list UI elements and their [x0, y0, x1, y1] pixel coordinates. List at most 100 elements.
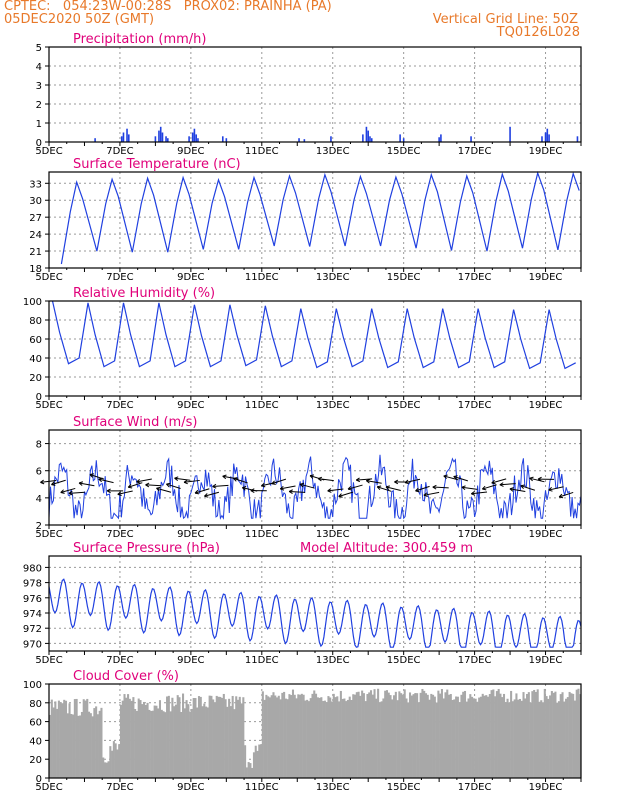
- precip-bar: [120, 136, 123, 142]
- cloud-bar: [391, 699, 394, 778]
- cloud-bar: [526, 693, 529, 778]
- xtick-label: 11DEC: [245, 400, 279, 411]
- ytick-label: 4: [36, 62, 42, 73]
- cloud-bar: [408, 692, 412, 778]
- cloud-bar: [339, 690, 342, 778]
- cloud-bar: [144, 704, 147, 778]
- wind-arrow: [174, 477, 191, 481]
- cloud-bar: [547, 698, 550, 778]
- cloud-bar: [100, 707, 103, 778]
- cloud-bar: [313, 690, 316, 778]
- cloud-bar: [488, 694, 491, 778]
- cloud-bar: [355, 692, 358, 778]
- cloud-bar: [279, 699, 282, 778]
- cloud-bar: [479, 696, 482, 778]
- wind-arrowhead: [327, 488, 332, 493]
- cloud-bar: [332, 693, 335, 778]
- cloud-bar: [267, 696, 270, 778]
- cloud-bar: [511, 701, 514, 778]
- cloud-bar: [199, 696, 202, 778]
- wind-arrowhead: [106, 488, 111, 494]
- xtick-label: 7DEC: [106, 272, 133, 283]
- cloud-bar: [364, 701, 367, 778]
- cloud-bar: [382, 698, 385, 778]
- wind-arrow: [529, 477, 545, 483]
- wind-arrow: [482, 484, 497, 490]
- cloud-bar: [393, 695, 396, 778]
- cloud-bar: [61, 703, 64, 778]
- cloud-bar: [389, 695, 392, 778]
- cloud-bar: [316, 697, 319, 778]
- cloud-bar: [132, 697, 135, 778]
- cloud-bar: [403, 689, 406, 778]
- cloud-bar: [222, 693, 225, 778]
- ytick-label: 24: [29, 230, 42, 241]
- cloud-bar: [268, 697, 271, 778]
- ytick-label: 978: [23, 579, 42, 590]
- ytick-label: 2: [36, 521, 42, 532]
- wind-arrowhead: [394, 479, 399, 485]
- cloud-bar: [238, 696, 241, 778]
- wind-arrowhead: [78, 481, 84, 486]
- cloud-bar: [251, 767, 254, 778]
- wind-arrowhead: [509, 487, 514, 492]
- wind-arrowhead: [548, 487, 553, 492]
- cloud-bar: [299, 694, 302, 778]
- xtick-label: 17DEC: [458, 272, 492, 283]
- wind-arrowhead: [558, 493, 564, 499]
- wind-arrow: [491, 478, 507, 484]
- xtick-label: 19DEC: [529, 655, 563, 666]
- cloud-bar: [182, 693, 185, 778]
- cloud-bar: [270, 695, 273, 778]
- xtick-label: 17DEC: [458, 782, 492, 793]
- cloud-bar: [541, 702, 545, 778]
- wind-arrow: [145, 484, 162, 487]
- wind-arrow: [212, 484, 229, 487]
- cloud-bar: [70, 713, 73, 778]
- cloud-bar: [439, 693, 442, 778]
- panel-annotation: Model Altitude: 300.459 m: [300, 541, 473, 556]
- xtick-label: 9DEC: [177, 272, 204, 283]
- precip-bar: [546, 128, 549, 142]
- precip-bar: [167, 138, 169, 142]
- cloud-bar: [307, 701, 310, 778]
- cloud-bar: [125, 697, 128, 778]
- cloud-bar: [91, 716, 94, 778]
- precip-bar: [438, 137, 440, 142]
- cloud-bar: [345, 701, 348, 778]
- xtick-label: 9DEC: [177, 529, 204, 540]
- wind-arrowhead: [166, 482, 171, 488]
- cloud-bar: [318, 697, 321, 778]
- xtick-label: 15DEC: [387, 655, 421, 666]
- cloud-bar: [139, 700, 142, 778]
- cloud-bar: [554, 691, 557, 778]
- cloud-bar: [385, 690, 389, 778]
- cloud-bar: [160, 709, 163, 778]
- cloud-bar: [231, 695, 234, 778]
- ytick-label: 1: [36, 119, 42, 130]
- precip-bar: [370, 138, 373, 142]
- panel-title: Surface Temperature (nC): [73, 157, 241, 172]
- ytick-label: 21: [29, 247, 42, 258]
- cloud-bar: [233, 709, 236, 778]
- precip-bar: [161, 132, 164, 142]
- cloud-bar: [59, 702, 62, 778]
- wind-arrow: [60, 487, 76, 493]
- xtick-label: 7DEC: [106, 529, 133, 540]
- cloud-bar: [421, 688, 424, 778]
- cloud-bar: [130, 700, 133, 778]
- cloud-bar: [368, 692, 371, 778]
- ytick-label: 974: [23, 609, 42, 620]
- cloud-bar: [513, 699, 516, 778]
- cloud-bar: [502, 693, 506, 778]
- wind-arrow: [98, 478, 114, 484]
- cloud-bar: [164, 712, 167, 778]
- cloud-bar: [478, 697, 481, 778]
- wind-arrowhead: [317, 476, 323, 482]
- wind-arrow: [366, 480, 382, 484]
- ytick-label: 60: [29, 718, 42, 729]
- cloud-bar: [121, 700, 124, 778]
- wind-arrow: [432, 486, 449, 489]
- cloud-bar: [166, 696, 169, 778]
